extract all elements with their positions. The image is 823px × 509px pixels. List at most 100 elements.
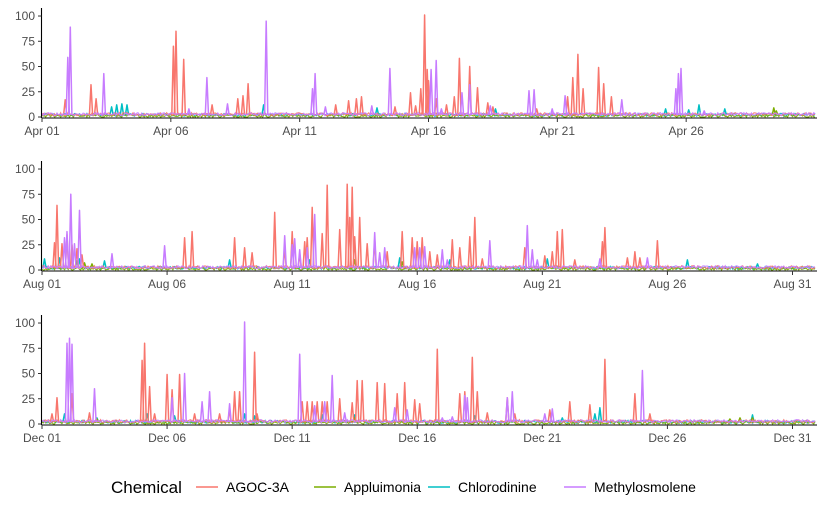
peak-methylosmolene: [372, 231, 378, 269]
peak-methylosmolene: [312, 72, 318, 116]
peak-methylosmolene: [464, 396, 470, 423]
legend-item: Appluimonia: [314, 479, 421, 495]
peak-methylosmolene: [77, 209, 82, 269]
peak-agoc-3a: [93, 98, 99, 116]
series-group: [41, 183, 816, 272]
peak-agoc-3a: [567, 401, 573, 423]
peak-methylosmolene: [526, 89, 532, 116]
peak-chlorodinine: [124, 104, 130, 116]
baseline-methylosmolene: [41, 111, 816, 117]
peak-methylosmolene: [467, 83, 473, 116]
peak-agoc-3a: [475, 86, 480, 116]
peak-agoc-3a: [249, 252, 255, 269]
peak-agoc-3a: [637, 257, 643, 269]
peak-agoc-3a: [252, 351, 257, 423]
peak-agoc-3a: [272, 211, 278, 269]
peak-methylosmolene: [342, 412, 348, 423]
peak-agoc-3a: [542, 255, 548, 269]
peak-agoc-3a: [434, 348, 440, 423]
legend-label: Methylosmolene: [594, 479, 696, 495]
peak-agoc-3a: [354, 98, 359, 116]
peak-methylosmolene: [64, 230, 70, 269]
peak-chlorodinine: [696, 104, 702, 116]
legend-label: AGOC-3A: [226, 479, 290, 495]
peak-agoc-3a: [449, 238, 455, 269]
peak-agoc-3a: [364, 242, 370, 269]
peak-agoc-3a: [554, 230, 560, 269]
legend-label: Chlorodinine: [458, 479, 537, 495]
x-tick-label: Dec 26: [648, 431, 686, 445]
peak-agoc-3a: [467, 235, 473, 269]
x-tick-label: Apr 11: [282, 124, 317, 138]
peak-agoc-3a: [647, 413, 653, 423]
peak-chlorodinine: [42, 258, 47, 269]
peak-agoc-3a: [349, 186, 355, 269]
peak-agoc-3a: [479, 258, 485, 269]
y-tick-label: 100: [15, 316, 35, 330]
panel-august: 0 25 50 75 100 Aug 01 Aug 06 Aug 11 Aug 16 Aug 21…: [15, 161, 817, 291]
peak-methylosmolene: [542, 413, 548, 423]
x-tick-label: Aug 16: [398, 277, 436, 291]
peak-agoc-3a: [171, 45, 176, 116]
peak-agoc-3a: [549, 251, 555, 269]
y-tick-label: 50: [22, 60, 36, 74]
panel-april: 0 25 50 75 100 Apr 01 Apr 06 Apr 11 Apr 16 Apr 21…: [15, 8, 817, 138]
peak-agoc-3a: [655, 239, 660, 269]
peak-chlorodinine: [663, 108, 668, 116]
peak-methylosmolene: [422, 246, 428, 269]
peak-methylosmolene: [549, 108, 555, 116]
y-tick-label: 25: [22, 392, 36, 406]
peak-agoc-3a: [142, 342, 147, 423]
peak-methylosmolene: [640, 369, 645, 423]
peak-agoc-3a: [394, 392, 400, 423]
peak-methylosmolene: [439, 108, 444, 116]
x-tick-label: Aug 26: [648, 277, 686, 291]
peak-methylosmolene: [439, 249, 445, 269]
peak-agoc-3a: [570, 76, 576, 116]
x-tick-label: Apr 16: [411, 124, 447, 138]
peak-agoc-3a: [147, 385, 152, 423]
peak-methylosmolene: [292, 237, 298, 269]
peak-methylosmolene: [412, 247, 418, 269]
peak-methylosmolene: [392, 407, 398, 423]
peak-methylosmolene: [459, 92, 465, 116]
peak-methylosmolene: [162, 245, 167, 269]
x-tick-label: Aug 06: [148, 277, 186, 291]
peak-methylosmolene: [433, 59, 439, 116]
peak-chlorodinine: [685, 259, 690, 269]
peak-methylosmolene: [282, 234, 288, 269]
peak-agoc-3a: [602, 358, 608, 423]
y-tick-label: 100: [15, 162, 35, 176]
peak-methylosmolene: [428, 68, 434, 116]
peak-methylosmolene: [377, 252, 383, 269]
peak-chlorodinine: [119, 103, 125, 116]
peak-agoc-3a: [152, 413, 157, 423]
peak-methylosmolene: [549, 408, 555, 423]
peak-methylosmolene: [487, 105, 493, 116]
peak-methylosmolene: [225, 103, 230, 116]
peak-chlorodinine: [114, 104, 120, 116]
series-group: [41, 321, 816, 426]
peak-agoc-3a: [575, 53, 581, 116]
baseline-methylosmolene: [41, 264, 816, 271]
peak-agoc-3a: [580, 87, 586, 116]
peak-methylosmolene: [619, 99, 625, 116]
peak-agoc-3a: [469, 356, 475, 423]
x-tick-label: Dec 16: [398, 431, 436, 445]
peak-agoc-3a: [472, 216, 478, 269]
peak-agoc-3a: [333, 104, 339, 116]
peak-agoc-3a: [349, 402, 355, 423]
x-tick-label: Aug 11: [274, 277, 311, 291]
peak-methylosmolene: [440, 417, 445, 423]
peak-agoc-3a: [451, 96, 457, 116]
y-tick-label: 75: [22, 34, 36, 48]
peak-methylosmolene: [68, 193, 74, 269]
peak-methylosmolene: [531, 88, 537, 116]
series-group: [41, 14, 816, 119]
peak-agoc-3a: [601, 82, 607, 116]
peak-agoc-3a: [484, 412, 490, 423]
peak-agoc-3a: [402, 381, 408, 423]
x-tick-label: Aug 21: [523, 277, 561, 291]
peak-methylosmolene: [487, 239, 493, 269]
peak-agoc-3a: [382, 382, 388, 423]
